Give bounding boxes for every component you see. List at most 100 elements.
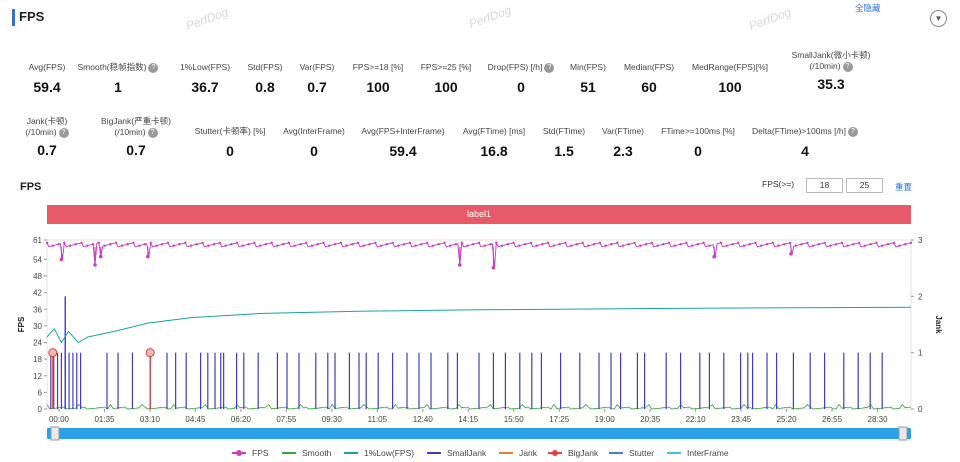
stat-value: 0.7 [37,142,57,158]
fps-point [535,244,538,247]
fps-point [564,241,567,244]
help-icon[interactable]: ? [147,127,158,138]
y-tick-label: 18 [33,355,42,364]
help-icon[interactable]: ? [148,62,159,73]
fps-point [155,244,158,247]
fps-point [143,243,147,246]
fps-point [149,241,152,244]
x-tick-label: 15:50 [504,415,525,424]
stat-value: 60 [641,79,657,95]
legend-item[interactable]: InterFrame [667,448,729,458]
help-icon[interactable]: ? [58,127,69,138]
y-tick-label: 54 [33,255,42,264]
x-tick-label: 14:15 [458,415,479,424]
stat-label: 1%Low(FPS) [179,62,231,72]
fps-point [857,241,861,244]
fps-threshold-label: FPS(>=) [762,179,795,189]
fps-point [541,243,544,246]
fps-point [869,243,872,246]
section-title: FPS [19,9,45,24]
stats_row2-4: Avg(FPS+InterFrame) 59.4 [343,126,463,159]
x-tick-label: 03:10 [140,415,161,424]
fps-point [184,241,187,244]
collapse-icon[interactable]: ▼ [930,10,947,27]
time-range-slider[interactable] [47,428,911,439]
fps-point [794,244,797,247]
x-tick-label: 06:20 [231,415,252,424]
fps-point [610,243,613,246]
fps-point [512,241,515,244]
label-band[interactable]: label1 [47,205,911,224]
legend-label: Smooth [302,448,332,458]
legend-label: Stutter [629,448,655,458]
stat-label: MedRange(FPS)[%] [691,62,769,72]
legend-item[interactable]: Stutter [609,448,654,458]
legend-item[interactable]: SmallJank [427,448,486,458]
fps-point [431,244,435,247]
legend-swatch-icon [282,452,296,454]
fps-point [195,243,198,246]
fps-point [293,244,296,247]
slider-left-handle[interactable] [50,426,60,441]
stat-value: 0.7 [126,142,146,158]
fps-dip-point [59,257,64,262]
stat-label: Stutter(卡顿率) [%] [194,126,266,136]
stats_row2-7: Var(FTime) 2.3 [563,126,683,159]
stat-value: 35.3 [817,76,845,92]
fps-point [51,244,54,247]
stat-label: Delta(FTime)>100ms [/h]? [745,126,865,137]
x-tick-label: 04:45 [185,415,206,424]
reset-button[interactable]: 重置 [895,182,913,192]
fps-point [132,241,135,244]
fps-point [500,244,504,247]
help-icon[interactable]: ? [544,62,555,73]
fps-dip-point [98,254,103,259]
help-icon[interactable]: ? [847,126,858,137]
fps-threshold-input-2[interactable]: 25 [846,178,883,193]
fps-point [443,241,446,244]
legend-item[interactable]: 1%Low(FPS) [344,448,414,458]
legend-item[interactable]: Smooth [282,448,331,458]
stats_row2-8: FTime>=100ms [%] 0 [638,126,758,159]
series-fps [46,240,912,268]
fps-point [737,241,740,244]
x-tick-label: 22:10 [686,415,707,424]
fps-threshold-input-1[interactable]: 18 [806,178,843,193]
legend-item[interactable]: BigJank [548,448,598,458]
fps-point [506,243,509,246]
y-tick-label: 24 [33,339,42,348]
fps-point [719,241,723,244]
stat-value: 0.8 [255,79,275,95]
legend-item[interactable]: Jank [499,448,537,458]
fps-point [765,243,769,246]
fps-point [91,243,95,246]
x-tick-label: 17:25 [549,415,570,424]
fps-point [552,244,556,247]
stats_row2-9: Delta(FTime)>100ms [/h]? 4 [745,126,865,159]
fps-point [495,241,498,244]
y2-axis-label: Jank [934,315,943,334]
fps-point [161,243,164,246]
fps-point [702,241,705,244]
fps-point [598,241,602,244]
stat-value: 36.7 [191,79,219,95]
hide-all-button[interactable]: 全隐藏 [855,3,881,13]
legend-item[interactable]: FPS [232,448,269,458]
fps-point [639,244,642,247]
y2-tick-label: 3 [918,236,923,245]
fps-point [731,243,734,246]
help-icon[interactable]: ? [842,61,853,72]
stats_row2-5: Avg(FTime) [ms] 16.8 [434,126,554,159]
slider-right-handle[interactable] [898,426,908,441]
big-jank-marker [48,348,58,358]
stats_row1-1: Smooth(稳帧指数)? 1 [58,62,178,95]
fps-point [339,241,342,244]
fps-dip-point [712,254,716,259]
fps-point [875,241,878,244]
fps-point [569,244,573,247]
fps-point [351,243,354,246]
stat-value: 0 [310,143,318,159]
stat-label: Avg(FTime) [ms] [462,126,526,136]
fps-point [558,243,561,246]
fps-point [783,243,786,246]
